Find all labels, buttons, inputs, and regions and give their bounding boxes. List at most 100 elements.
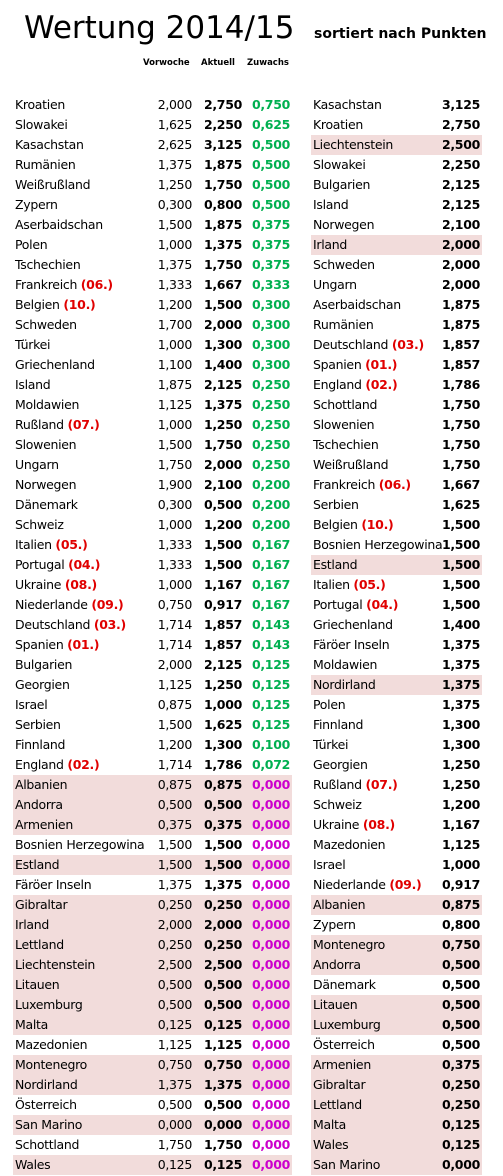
country-label: Spanien — [15, 637, 64, 652]
aktuell-value: 1,500 — [203, 537, 242, 552]
table-row: Nordirland 1,375 — [311, 675, 482, 695]
score-value: 0,500 — [441, 957, 480, 972]
vorwoche-value: 1,500 — [157, 717, 193, 732]
country-label: Kasachstan — [313, 97, 382, 112]
table-row: Frankreich (06.) 1,333 1,667 0,333 — [13, 275, 292, 295]
country-label: Israel — [15, 697, 48, 712]
zuwachs-value: 0,000 — [251, 1077, 290, 1092]
aktuell-value: 1,250 — [203, 677, 242, 692]
score-value: 1,667 — [441, 477, 480, 492]
vorwoche-value: 1,000 — [157, 417, 193, 432]
country-label: Luxemburg — [15, 997, 83, 1012]
country-label: Ukraine — [15, 577, 62, 592]
zuwachs-value: 0,000 — [251, 817, 290, 832]
rank-label: (06.) — [378, 477, 411, 492]
vorwoche-value: 1,875 — [157, 377, 193, 392]
country-name: Ukraine (08.) — [15, 575, 97, 595]
country-label: Wales — [15, 1157, 51, 1172]
aktuell-value: 1,857 — [203, 637, 242, 652]
country-name: Italien (05.) — [313, 575, 386, 595]
country-label: Moldawien — [313, 657, 378, 672]
table-row: Dänemark 0,500 — [311, 975, 482, 995]
vorwoche-value: 1,625 — [157, 117, 193, 132]
zuwachs-value: 0,000 — [251, 997, 290, 1012]
country-name: Färöer Inseln — [313, 635, 390, 655]
country-name: Moldawien — [15, 395, 79, 415]
vorwoche-value: 1,125 — [157, 1037, 193, 1052]
country-name: Schweiz — [313, 795, 362, 815]
country-name: San Marino — [313, 1155, 380, 1175]
country-label: Österreich — [313, 1037, 375, 1052]
vorwoche-value: 1,714 — [157, 637, 193, 652]
rank-label: (02.) — [365, 377, 398, 392]
country-label: San Marino — [15, 1117, 83, 1132]
table-row: Albanien 0,875 — [311, 895, 482, 915]
country-name: Estland — [313, 555, 358, 575]
country-name: Kasachstan — [313, 95, 382, 115]
aktuell-value: 1,375 — [203, 397, 242, 412]
country-name: Litauen — [313, 995, 358, 1015]
table-row: Mazedonien 1,125 1,125 0,000 — [13, 1035, 292, 1055]
table-row: Zypern 0,800 — [311, 915, 482, 935]
table-row: Slowakei 1,625 2,250 0,625 — [13, 115, 292, 135]
country-label: Polen — [313, 697, 346, 712]
country-label: Lettland — [15, 937, 64, 952]
zuwachs-value: 0,125 — [251, 697, 290, 712]
aktuell-value: 0,500 — [203, 1097, 242, 1112]
country-name: Bulgarien — [15, 655, 72, 675]
score-value: 2,100 — [441, 217, 480, 232]
vorwoche-value: 1,750 — [157, 457, 193, 472]
vorwoche-value: 1,200 — [157, 297, 193, 312]
zuwachs-value: 0,000 — [251, 1157, 290, 1172]
vorwoche-value: 1,900 — [157, 477, 193, 492]
aktuell-value: 1,200 — [203, 517, 242, 532]
country-name: Griechenland — [15, 355, 95, 375]
country-label: Slowenien — [15, 437, 77, 452]
country-label: Armenien — [313, 1057, 371, 1072]
country-name: Ungarn — [15, 455, 59, 475]
country-label: Andorra — [15, 797, 63, 812]
country-label: Israel — [313, 857, 346, 872]
aktuell-value: 0,750 — [203, 1057, 242, 1072]
vorwoche-value: 1,200 — [157, 737, 193, 752]
country-name: Deutschland (03.) — [313, 335, 424, 355]
country-label: Schweiz — [15, 517, 64, 532]
zuwachs-value: 0,000 — [251, 917, 290, 932]
aktuell-value: 0,375 — [203, 817, 242, 832]
aktuell-value: 1,857 — [203, 617, 242, 632]
country-name: England (02.) — [313, 375, 398, 395]
table-row: Niederlande (09.) 0,750 0,917 0,167 — [13, 595, 292, 615]
rank-label: (08.) — [64, 577, 97, 592]
vorwoche-value: 1,375 — [157, 257, 193, 272]
score-value: 1,625 — [441, 497, 480, 512]
rank-label: (03.) — [391, 337, 424, 352]
country-name: Niederlande (09.) — [15, 595, 124, 615]
table-row: Malta 0,125 — [311, 1115, 482, 1135]
vorwoche-value: 1,100 — [157, 357, 193, 372]
zuwachs-value: 0,000 — [251, 977, 290, 992]
country-label: Gibraltar — [15, 897, 68, 912]
country-name: Gibraltar — [313, 1075, 366, 1095]
zuwachs-value: 0,333 — [251, 277, 290, 292]
zuwachs-value: 0,300 — [251, 337, 290, 352]
country-label: Bulgarien — [313, 177, 371, 192]
country-name: Aserbaidschan — [313, 295, 401, 315]
aktuell-value: 0,500 — [203, 497, 242, 512]
rank-label: (06.) — [80, 277, 113, 292]
country-name: Slowakei — [313, 155, 366, 175]
table-row: Weißrußland 1,250 1,750 0,500 — [13, 175, 292, 195]
table-row: Schweden 2,000 — [311, 255, 482, 275]
country-label: Griechenland — [15, 357, 95, 372]
country-label: Portugal — [313, 597, 363, 612]
country-label: Zypern — [313, 917, 356, 932]
country-name: Bosnien Herzegowina — [15, 835, 145, 855]
table-row: Tschechien 1,375 1,750 0,375 — [13, 255, 292, 275]
aktuell-value: 0,500 — [203, 797, 242, 812]
table-row: Türkei 1,300 — [311, 735, 482, 755]
country-label: Frankreich — [15, 277, 78, 292]
country-name: Belgien (10.) — [15, 295, 96, 315]
vorwoche-value: 0,375 — [157, 817, 193, 832]
table-row: Portugal (04.) 1,333 1,500 0,167 — [13, 555, 292, 575]
zuwachs-value: 0,143 — [251, 637, 290, 652]
table-row: Rußland (07.) 1,000 1,250 0,250 — [13, 415, 292, 435]
